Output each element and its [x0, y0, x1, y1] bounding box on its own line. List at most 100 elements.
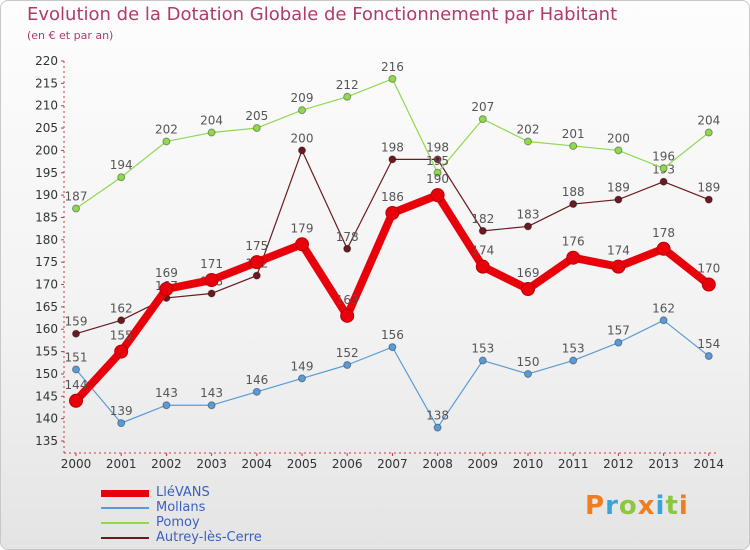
y-tick-label-210: 210	[35, 99, 58, 113]
series-1-label-2002: 143	[155, 386, 178, 400]
series-0-point-2014	[701, 277, 716, 292]
x-tick-label-2001: 2001	[106, 457, 137, 471]
legend-label-mollans: Mollans	[156, 500, 206, 515]
series-0-label-2011: 176	[562, 235, 585, 249]
series-3-label-2007: 198	[381, 140, 404, 154]
y-tick-label-190: 190	[35, 188, 58, 202]
series-2-point-2010	[524, 137, 532, 146]
series-2-label-2000: 187	[65, 190, 88, 204]
series-2-label-2006: 212	[336, 78, 359, 92]
series-0-point-2002	[159, 282, 174, 296]
y-tick-label-170: 170	[35, 278, 58, 292]
series-2-label-2005: 209	[291, 91, 314, 105]
series-0-label-2008: 190	[426, 172, 449, 186]
series-1-point-2009	[478, 356, 487, 365]
series-1-point-2001	[117, 419, 126, 428]
y-tick-label-160: 160	[35, 322, 58, 336]
series-3-point-2010	[524, 222, 532, 231]
series-1-label-2012: 157	[607, 324, 630, 338]
y-tick-label-155: 155	[35, 345, 58, 359]
series-1-point-2012	[614, 338, 623, 347]
series-0-point-2003	[204, 273, 219, 288]
legend-swatch-pomoy	[101, 522, 149, 524]
series-3-point-2009	[478, 226, 487, 235]
x-tick-label-2004: 2004	[242, 457, 273, 471]
x-tick-label-2011: 2011	[558, 457, 589, 471]
series-3-point-2008	[433, 155, 442, 164]
x-tick-label-2005: 2005	[287, 457, 318, 471]
y-tick-label-195: 195	[35, 166, 58, 180]
x-tick-label-2007: 2007	[377, 457, 408, 471]
series-1-label-2014: 154	[697, 337, 720, 351]
series-3-label-2005: 200	[291, 131, 314, 145]
series-2-label-2004: 205	[245, 109, 268, 123]
x-tick-label-2014: 2014	[694, 457, 725, 471]
series-1-point-2008	[433, 423, 442, 432]
series-0-label-2010: 169	[517, 266, 540, 280]
series-0-label-2014: 170	[697, 262, 720, 276]
series-3-point-2005	[298, 146, 306, 155]
series-0-label-2004: 175	[245, 239, 268, 253]
proxiti-logo: Proxiti	[585, 491, 689, 521]
y-tick-label-175: 175	[35, 255, 58, 269]
series-0-point-2004	[249, 255, 264, 270]
series-0-point-2006	[340, 308, 355, 323]
series-1-point-2013	[659, 316, 668, 325]
series-2-point-2003	[207, 128, 216, 137]
series-0-point-2013	[656, 241, 671, 256]
y-tick-label-185: 185	[35, 210, 58, 224]
series-0-label-2005: 179	[291, 221, 314, 235]
x-tick-label-2010: 2010	[513, 457, 544, 471]
series-0-point-2009	[475, 259, 490, 274]
series-3-label-2000: 159	[65, 315, 88, 329]
series-3-label-2010: 183	[517, 207, 540, 221]
series-3-point-2003	[207, 289, 216, 298]
series-0-point-2012	[611, 259, 626, 274]
series-2-label-2002: 202	[155, 122, 178, 136]
series-3-label-2011: 188	[562, 185, 585, 199]
series-3-point-2006	[343, 244, 352, 253]
legend-swatch-llevans	[101, 490, 149, 497]
y-tick-label-200: 200	[35, 143, 58, 157]
series-1-label-2011: 153	[562, 342, 585, 356]
series-3-label-2008: 198	[426, 140, 449, 154]
x-tick-label-2013: 2013	[648, 457, 679, 471]
series-3-label-2009: 182	[471, 212, 494, 226]
legend-label-llevans: LléVANS	[156, 485, 210, 500]
series-2-label-2008: 195	[426, 154, 449, 168]
series-0-point-2011	[566, 250, 581, 265]
series-2-label-2010: 202	[517, 122, 540, 136]
x-tick-label-2006: 2006	[332, 457, 363, 471]
series-0-point-2010	[521, 282, 535, 296]
series-3-point-2004	[252, 271, 261, 280]
series-3-label-2006: 178	[336, 230, 359, 244]
series-2-point-2006	[343, 92, 352, 101]
series-0-label-2007: 186	[381, 190, 404, 204]
series-2-point-2012	[614, 146, 623, 155]
series-2-point-2008	[433, 168, 442, 177]
x-tick-label-2009: 2009	[468, 457, 499, 471]
series-1-point-2006	[343, 361, 352, 369]
series-line-3	[75, 149, 710, 335]
y-tick-label-140: 140	[35, 412, 58, 426]
series-3-point-2001	[117, 316, 126, 325]
series-1-label-2003: 143	[200, 386, 223, 400]
series-2-point-2007	[388, 74, 397, 83]
series-1-label-2006: 152	[336, 346, 359, 360]
series-3-point-2014	[704, 195, 713, 204]
x-tick-label-2012: 2012	[603, 457, 634, 471]
y-tick-label-215: 215	[35, 76, 58, 90]
series-1-point-2005	[298, 374, 306, 383]
series-1-point-2010	[524, 369, 532, 378]
y-tick-label-135: 135	[35, 434, 58, 448]
y-tick-label-180: 180	[35, 233, 58, 247]
series-2-point-2000	[72, 204, 80, 213]
series-2-point-2004	[252, 124, 261, 133]
y-tick-label-220: 220	[35, 54, 58, 68]
chart-subtitle: (en € et par an)	[27, 29, 114, 42]
series-1-point-2003	[207, 401, 216, 410]
series-0-label-2006: 163	[336, 293, 359, 307]
legend-swatch-mollans	[101, 507, 149, 509]
series-2-point-2002	[162, 137, 171, 146]
